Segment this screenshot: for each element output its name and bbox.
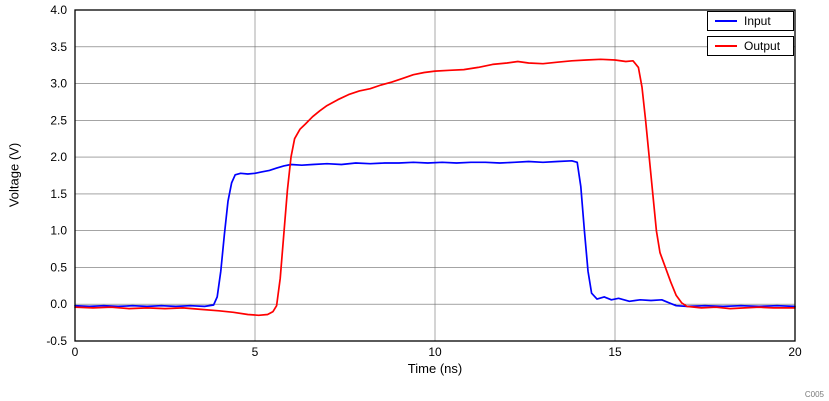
legend: Input Output bbox=[707, 11, 794, 56]
plot-border bbox=[74, 9, 796, 342]
legend-item-output: Output bbox=[707, 36, 794, 56]
legend-label-output: Output bbox=[744, 39, 781, 53]
y-tick-label: 4.0 bbox=[50, 3, 67, 17]
y-tick-label: 3.0 bbox=[50, 77, 67, 91]
x-tick-label: 15 bbox=[608, 345, 622, 359]
series-line-output bbox=[74, 58, 796, 317]
y-axis-title: Voltage (V) bbox=[6, 142, 22, 208]
y-tick-label: 0.0 bbox=[50, 297, 67, 311]
output-line-swatch bbox=[715, 45, 737, 47]
y-tick-label: 3.5 bbox=[50, 40, 67, 54]
input-line-swatch bbox=[715, 20, 737, 22]
y-tick-label: 1.5 bbox=[50, 187, 67, 201]
y-tick-label: 2.5 bbox=[50, 113, 67, 127]
y-tick-label: 1.0 bbox=[50, 224, 67, 238]
x-tick-label: 10 bbox=[428, 345, 442, 359]
y-tick-label: -0.5 bbox=[46, 334, 67, 348]
x-tick-label: 5 bbox=[252, 345, 259, 359]
x-tick-label: 20 bbox=[788, 345, 802, 359]
legend-label-input: Input bbox=[744, 14, 771, 28]
legend-item-input: Input bbox=[707, 11, 794, 31]
y-tick-label: 2.0 bbox=[50, 150, 67, 164]
series-line-input bbox=[74, 159, 796, 308]
figure-code: C005 bbox=[804, 390, 824, 399]
x-axis-title: Time (ns) bbox=[407, 361, 463, 376]
y-tick-label: 0.5 bbox=[50, 260, 67, 274]
x-tick-label: 0 bbox=[72, 345, 79, 359]
